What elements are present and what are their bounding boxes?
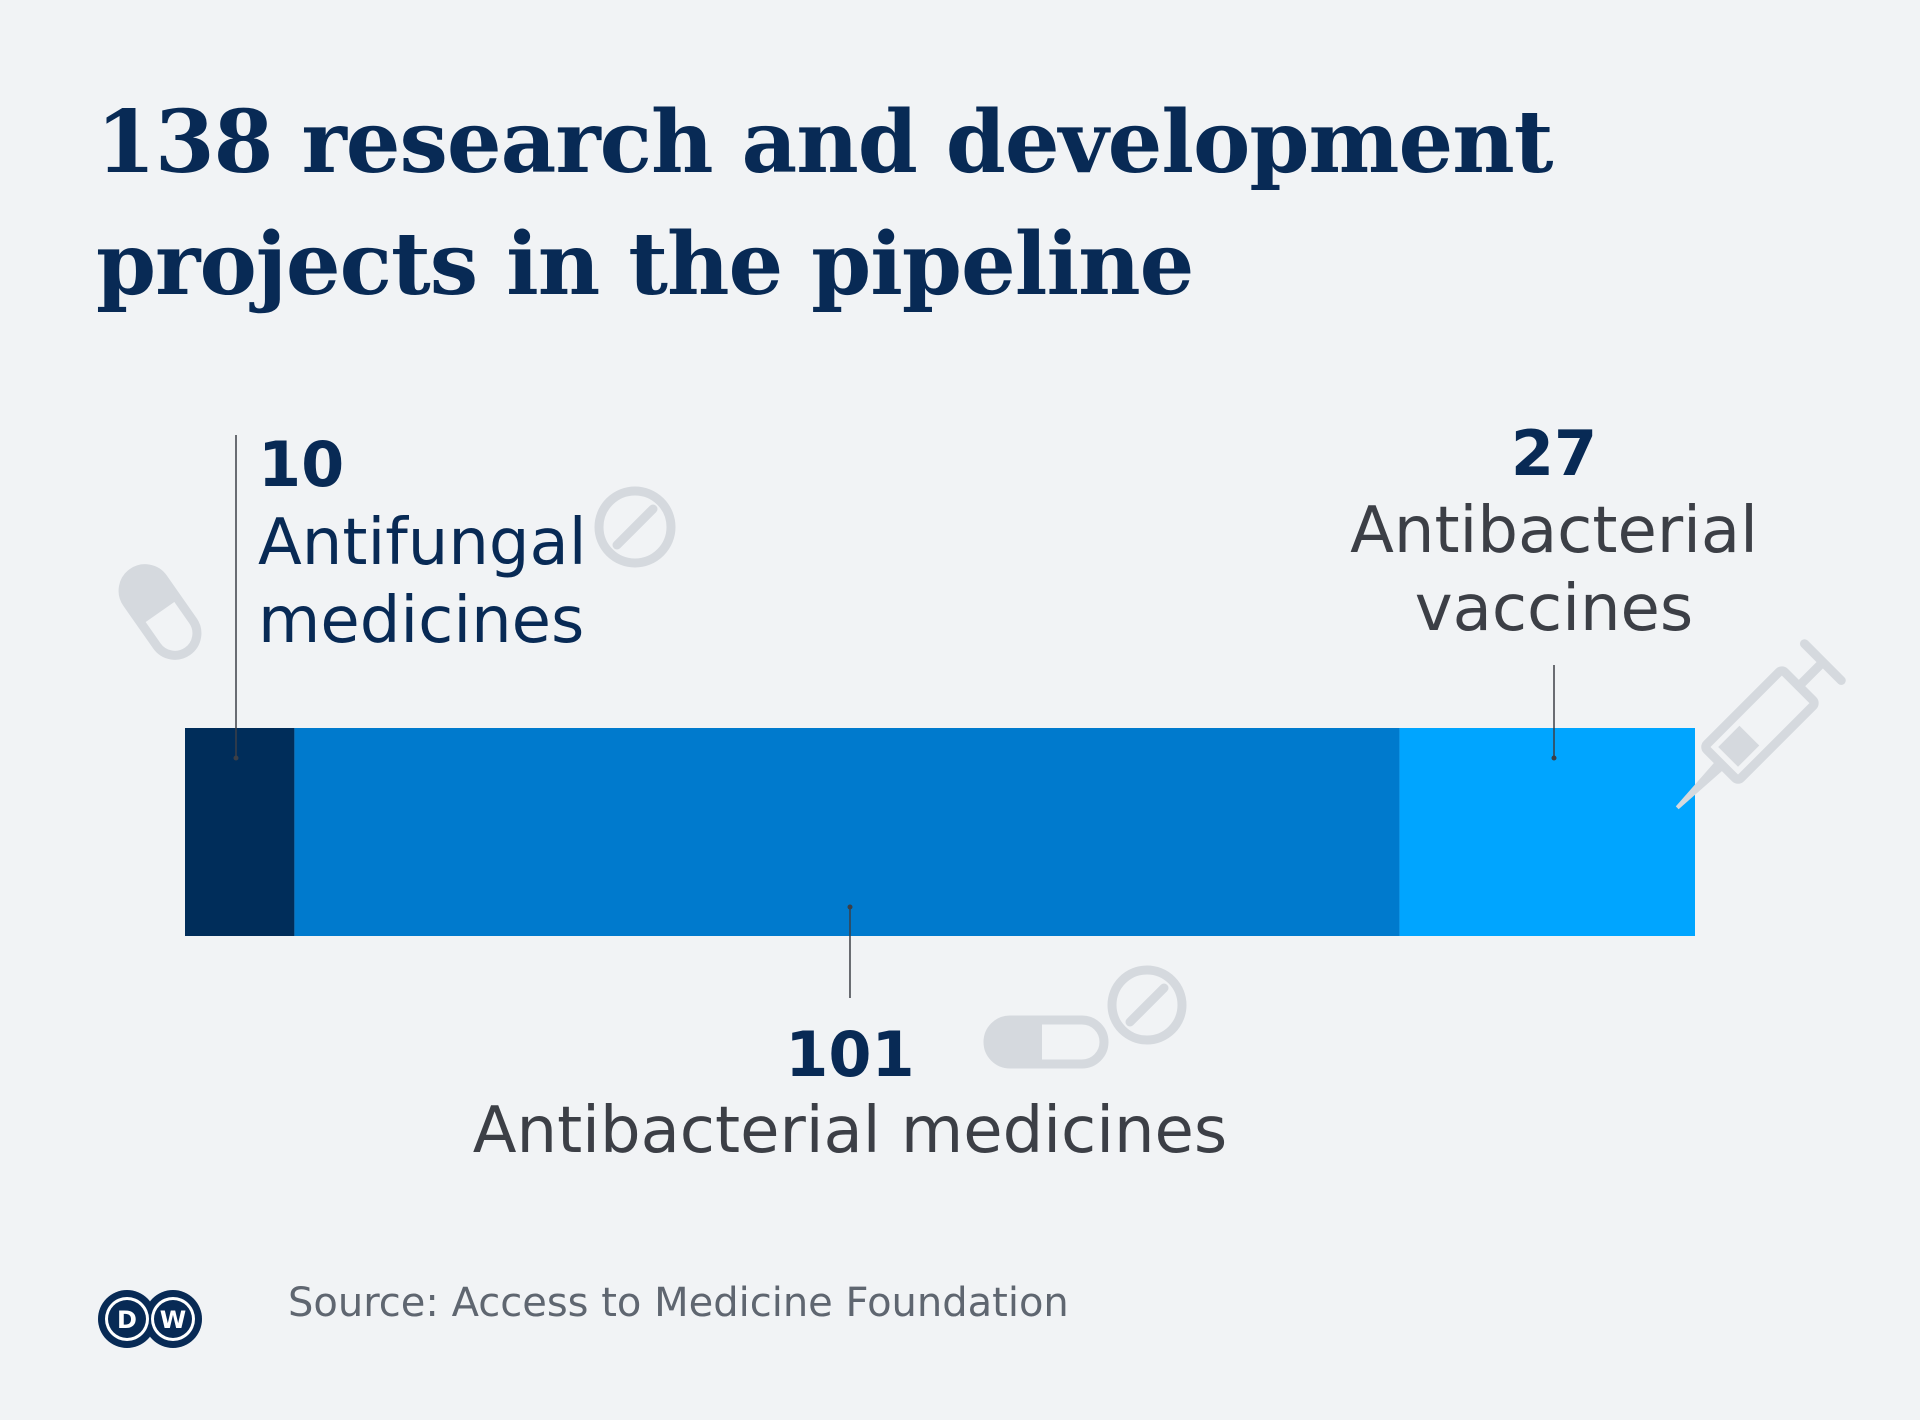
value-label-0: 10 bbox=[258, 428, 344, 501]
category-label-0-line-1: medicines bbox=[258, 584, 584, 658]
capsule-icon bbox=[983, 1015, 1109, 1069]
chart-title: 138 research and development projects in… bbox=[96, 92, 1553, 315]
bar-segment-0 bbox=[185, 728, 295, 936]
category-label-2-line-0: Antibacterial bbox=[1350, 494, 1758, 568]
source-note: Source: Access to Medicine Foundation bbox=[288, 1280, 1069, 1326]
bar-segments bbox=[185, 728, 1695, 936]
tablet-icon bbox=[1107, 965, 1187, 1045]
value-label-2: 27 bbox=[1511, 417, 1597, 490]
leader-dot-0 bbox=[233, 755, 239, 761]
logo-letter-w: W bbox=[160, 1306, 186, 1334]
syringe-icon bbox=[1675, 639, 1846, 810]
leader-dot-2 bbox=[1551, 755, 1557, 761]
decorative-icons bbox=[118, 486, 1846, 1069]
logo-letter-d: D bbox=[117, 1306, 137, 1334]
value-label-1: 101 bbox=[785, 1018, 914, 1091]
category-label-2-line-1: vaccines bbox=[1415, 572, 1694, 646]
leader-dot-1 bbox=[847, 904, 853, 910]
category-label-1-line-0: Antibacterial medicines bbox=[473, 1094, 1228, 1168]
category-label-0-line-0: Antifungal bbox=[258, 506, 587, 580]
capsule-icon bbox=[118, 564, 202, 660]
bar-segment-1 bbox=[294, 728, 1400, 936]
dw-logo: D W bbox=[98, 1290, 202, 1348]
bar-segment-2 bbox=[1399, 728, 1695, 936]
tablet-icon bbox=[594, 486, 676, 568]
